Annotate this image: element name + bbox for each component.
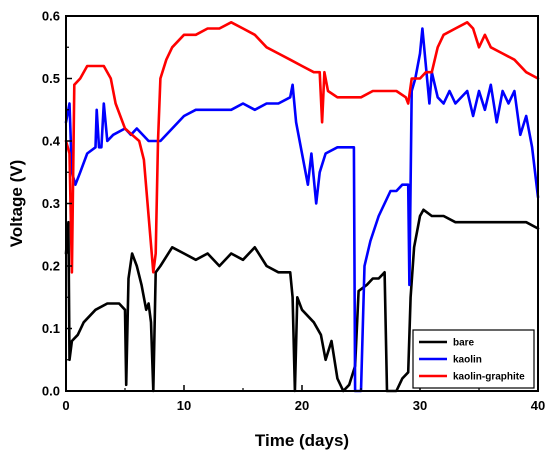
- y-tick-label: 0.3: [42, 196, 60, 211]
- x-tick-label: 40: [531, 398, 545, 413]
- legend-label-kaolin-graphite: kaolin-graphite: [453, 372, 525, 383]
- y-axis-title: Voltage (V): [7, 160, 26, 248]
- x-tick-label: 30: [413, 398, 427, 413]
- x-tick-label: 10: [177, 398, 191, 413]
- y-tick-label: 0.5: [42, 71, 60, 86]
- x-tick-label: 20: [295, 398, 309, 413]
- x-axis-title: Time (days): [255, 431, 349, 450]
- legend: bare kaolin kaolin-graphite: [412, 329, 535, 389]
- x-tick-label: 0: [62, 398, 69, 413]
- axis-ticks: 0 10 20 30 40 0.0 0.1 0.2 0.3 0.4 0.5 0.6: [42, 9, 545, 414]
- y-tick-label: 0.1: [42, 321, 60, 336]
- legend-label-bare: bare: [453, 338, 475, 349]
- y-tick-label: 0.2: [42, 259, 60, 274]
- y-tick-label: 0.4: [42, 134, 61, 149]
- series-line-kaolin-graphite: [64, 21, 540, 274]
- y-tick-label: 0.6: [42, 9, 60, 24]
- series-line-kaolin: [64, 27, 540, 393]
- legend-label-kaolin: kaolin: [453, 355, 482, 366]
- legend-items: bare kaolin kaolin-graphite: [419, 338, 525, 383]
- y-tick-label: 0.0: [42, 384, 60, 399]
